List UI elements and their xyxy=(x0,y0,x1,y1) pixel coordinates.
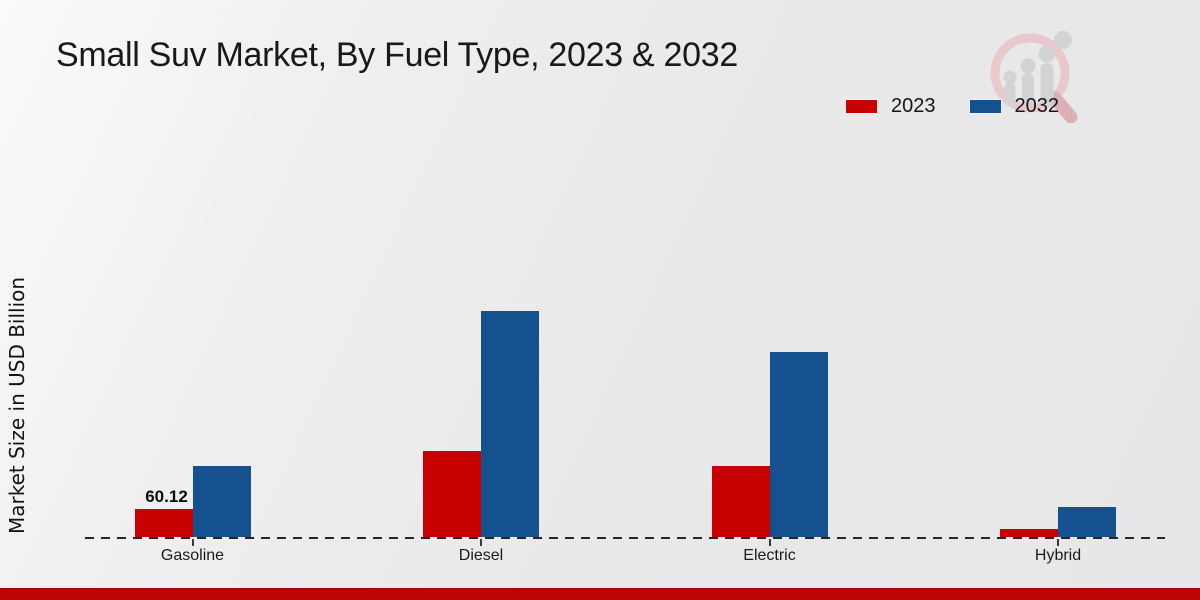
bar-2032-hybrid xyxy=(1058,507,1116,537)
bottom-accent-bar xyxy=(0,588,1200,600)
category-label-gasoline: Gasoline xyxy=(160,547,225,564)
legend-swatch-2023 xyxy=(845,99,878,114)
axis-tick-gasoline xyxy=(191,539,194,546)
growth-magnifier-watermark-icon xyxy=(990,31,1078,123)
legend-item-2023: 2023 xyxy=(845,95,936,118)
category-label-hybrid: Hybrid xyxy=(1034,547,1082,564)
axis-tick-electric xyxy=(768,539,771,546)
axis-tick-diesel xyxy=(480,539,482,546)
legend: 2023 2032 xyxy=(845,95,1059,118)
bar-2032-diesel xyxy=(481,311,539,537)
bar-2023-hybrid xyxy=(1000,529,1058,537)
legend-item-2032: 2032 xyxy=(968,95,1060,118)
bar-2032-electric xyxy=(769,352,828,537)
bar-2023-gasoline xyxy=(134,509,193,537)
legend-label-2023: 2023 xyxy=(891,95,936,117)
legend-swatch-2032 xyxy=(968,99,1002,114)
bar-2032-gasoline xyxy=(192,465,251,537)
legend-label-2032: 2032 xyxy=(1014,95,1060,117)
bar-2023-electric xyxy=(711,466,770,537)
axis-tick-hybrid xyxy=(1057,539,1059,546)
chart-title: Small Suv Market, By Fuel Type, 2023 & 2… xyxy=(56,36,738,74)
x-axis-baseline xyxy=(85,537,1165,539)
bar-2023-diesel xyxy=(423,451,481,537)
category-label-diesel: Diesel xyxy=(458,547,504,564)
category-label-electric: Electric xyxy=(743,547,796,564)
bar-value-label: 60.12 xyxy=(145,487,188,506)
